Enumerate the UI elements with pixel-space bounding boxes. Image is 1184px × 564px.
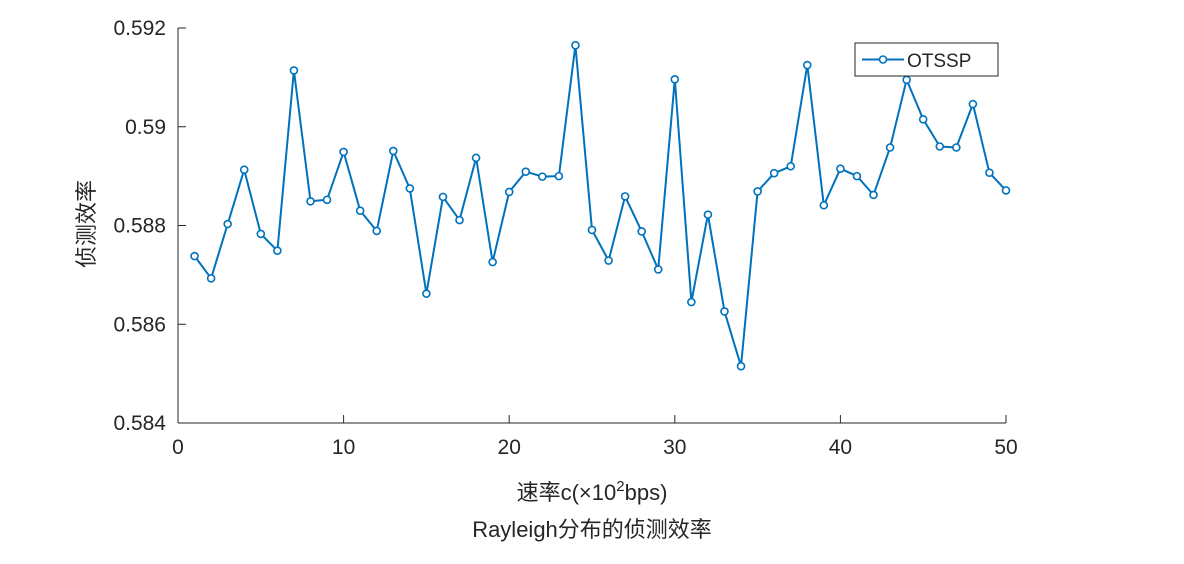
x-tick-label: 10 (332, 436, 355, 459)
data-point (190, 251, 199, 261)
data-point (273, 246, 282, 255)
x-axis-label-superscript: 2 (616, 478, 624, 495)
y-axis: 0.584 0.586 0.588 0.59 0.592 (113, 17, 186, 435)
x-axis-label-suffix: bps) (625, 480, 668, 505)
y-tick-label: 0.584 (113, 412, 166, 435)
x-tick-label: 0 (172, 436, 184, 459)
legend: OTSSP (854, 42, 999, 77)
x-tick-label: 20 (498, 436, 521, 459)
data-point (604, 256, 613, 265)
legend-marker (878, 55, 888, 64)
x-tick-label: 30 (663, 436, 686, 459)
data-point (405, 184, 415, 193)
x-axis-label: 速率c(×102bps) (517, 478, 668, 505)
data-point (355, 206, 365, 215)
x-tick-label: 50 (994, 436, 1017, 459)
y-tick-label: 0.586 (113, 313, 166, 336)
data-point (869, 190, 878, 200)
data-point (206, 274, 216, 283)
data-point (256, 229, 266, 239)
y-tick-label: 0.59 (125, 116, 166, 139)
x-axis: 0 10 20 30 40 50 (172, 415, 1018, 459)
data-point (885, 143, 895, 152)
data-point (422, 289, 431, 298)
data-point (1001, 186, 1011, 195)
data-point (223, 219, 232, 229)
data-point (339, 147, 348, 157)
data-point (571, 40, 580, 50)
data-point (289, 66, 299, 75)
chart-title: Rayleigh分布的侦测效率 (472, 517, 712, 542)
data-point (935, 142, 945, 151)
data-point (703, 210, 713, 219)
y-axis-label: 侦测效率 (74, 180, 99, 268)
y-tick-label: 0.588 (113, 215, 166, 238)
x-tick-label: 40 (829, 436, 852, 459)
data-point (554, 171, 564, 181)
data-point (952, 143, 961, 152)
data-point (637, 227, 646, 236)
data-point (687, 297, 696, 307)
data-point (819, 200, 829, 210)
data-point (769, 168, 779, 178)
data-point (488, 257, 497, 267)
series-layer (190, 40, 1011, 371)
data-point (802, 60, 812, 70)
data-point (438, 192, 448, 202)
y-tick-label: 0.592 (113, 17, 166, 40)
data-point (372, 226, 382, 236)
data-point (653, 265, 663, 274)
data-point (918, 115, 928, 124)
data-point (852, 171, 862, 181)
data-point (620, 192, 630, 201)
data-point (968, 99, 978, 109)
data-point (753, 187, 762, 196)
x-axis-label-prefix: 速率c(×10 (517, 480, 617, 505)
data-point (786, 161, 796, 171)
legend-label: OTSSP (907, 51, 971, 72)
data-point (587, 225, 597, 235)
data-point (455, 215, 464, 225)
data-point (985, 168, 994, 177)
data-point (388, 146, 398, 156)
data-point (471, 153, 481, 163)
data-point (521, 167, 531, 176)
data-point (670, 75, 680, 84)
data-point (504, 187, 514, 197)
data-point (902, 75, 911, 85)
data-point (836, 164, 845, 174)
data-point (538, 172, 547, 181)
data-point (239, 165, 249, 175)
data-point (322, 195, 332, 205)
series-line-OTSSP (193, 44, 1007, 368)
data-point (720, 307, 729, 316)
data-point (736, 361, 746, 371)
data-point (306, 197, 315, 206)
